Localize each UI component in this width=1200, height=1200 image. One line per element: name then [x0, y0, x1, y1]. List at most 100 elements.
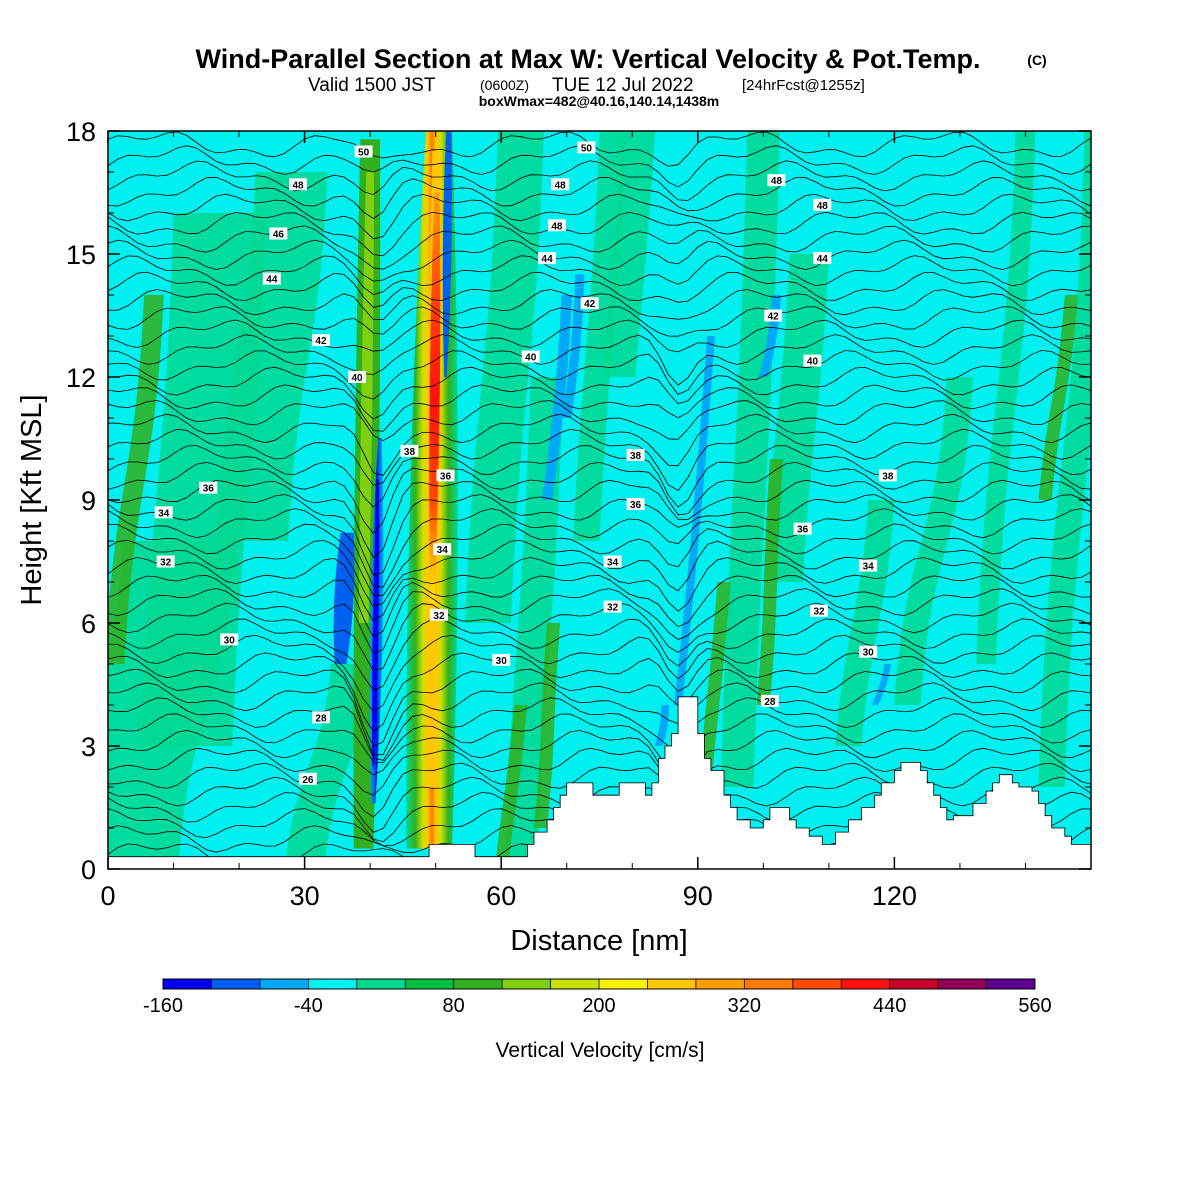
- contour-label-32: 30: [220, 633, 239, 646]
- contour-label-8: 44: [262, 272, 281, 286]
- contour-label-text: 32: [813, 607, 825, 618]
- contour-label-29: 32: [429, 608, 448, 622]
- contour-label-bg: [156, 555, 175, 568]
- contour-label-19: 38: [878, 469, 897, 482]
- contour-label-text: 44: [266, 275, 278, 286]
- weak-updraft-streak-10: [835, 500, 895, 746]
- colorbar-bin: [841, 979, 891, 989]
- colorbar-bin: [356, 979, 406, 989]
- colorbar-bin: [550, 979, 600, 989]
- contour-label-text: 38: [630, 451, 642, 462]
- contour-label-text: 36: [440, 471, 452, 482]
- contour-label-37: 26: [298, 772, 317, 786]
- theta-contour-line-10: [108, 682, 1091, 756]
- contour-label-text: 30: [224, 635, 236, 646]
- contour-label-bg: [289, 178, 308, 191]
- theta-contour-line-21: [108, 508, 1091, 588]
- weak-updraft-streak-6: [573, 131, 626, 541]
- contour-label-text: 42: [584, 299, 596, 310]
- chart-title: Wind-Parallel Section at Max W: Vertical…: [196, 44, 981, 74]
- contour-label-text: 50: [581, 143, 593, 154]
- terrain: [108, 696, 1091, 869]
- weak-downdraft-streak-5: [654, 705, 670, 746]
- theta-contour-line-19: [108, 539, 1091, 607]
- weak-downdraft-streak-4: [871, 664, 892, 705]
- theta-contour-line-26: [108, 428, 1091, 492]
- contour-label-text: 44: [817, 254, 829, 265]
- contour-label-18: 38: [626, 448, 645, 462]
- theta-contour-line-34: [108, 306, 1091, 337]
- contour-label-17: 38: [400, 444, 419, 458]
- contour-label-21: 36: [436, 469, 455, 482]
- theta-contour-line-17: [108, 574, 1091, 638]
- weak-updraft-streak-1: [140, 213, 266, 746]
- contour-label-4: 48: [767, 174, 786, 187]
- contour-label-20: 36: [199, 481, 218, 495]
- contour-label-36: 28: [760, 694, 779, 708]
- theta-contour-line-32: [108, 334, 1091, 386]
- contour-label-bg: [760, 694, 779, 707]
- contour-label-bg: [547, 219, 566, 232]
- contour-label-text: 30: [496, 656, 508, 667]
- contour-label-23: 36: [793, 522, 812, 536]
- colorbar-bin: [502, 979, 552, 989]
- contour-label-10: 44: [813, 252, 832, 265]
- theta-contour-line-37: [108, 255, 1091, 296]
- theta-contour-line-6: [108, 747, 1091, 803]
- theta-contour-line-9: [108, 697, 1091, 761]
- contour-label-26: 34: [603, 555, 622, 569]
- contour-label-text: 48: [551, 221, 563, 232]
- contour-label-text: 30: [863, 648, 875, 659]
- theta-contour-line-38: [108, 239, 1091, 282]
- contour-label-bg: [429, 608, 448, 621]
- contour-label-25: 34: [433, 543, 452, 556]
- y-tick-label: 15: [66, 240, 96, 270]
- colorbar-bin: [453, 979, 503, 989]
- colorbar-tick-label: 440: [873, 995, 906, 1017]
- contour-label-15: 40: [521, 350, 540, 364]
- colorbar-bin: [744, 979, 794, 989]
- colorbar-tick-label: 80: [443, 995, 465, 1017]
- colorbar-bin: [308, 979, 358, 989]
- theta-contour-line-36: [108, 271, 1091, 308]
- contour-label-24: 34: [154, 506, 173, 519]
- chart-subtitle: Valid 1500 JST (0600Z) TUE 12 Jul 2022 […: [308, 75, 865, 96]
- contour-label-bg: [580, 297, 599, 310]
- x-tick-label: 90: [683, 881, 713, 911]
- subtitle-date: TUE 12 Jul 2022: [552, 75, 694, 96]
- colorbar-bin: [792, 979, 842, 989]
- colorbar-bin: [211, 979, 261, 989]
- contour-label-bg: [767, 174, 786, 187]
- contour-label-text: 48: [292, 180, 304, 191]
- theta-contour-line-22: [108, 494, 1091, 576]
- contour-label-bg: [803, 354, 822, 367]
- contour-label-3: 48: [551, 178, 570, 191]
- contour-label-bg: [262, 272, 281, 285]
- weak-updraft-streak-18: [1038, 295, 1078, 500]
- colorbar-bin: [647, 979, 697, 989]
- contour-label-33: 30: [492, 653, 511, 667]
- contour-label-text: 26: [302, 775, 314, 786]
- contour-label-text: 28: [315, 713, 327, 724]
- contour-label-bg: [400, 444, 419, 457]
- contour-label-bg: [269, 227, 288, 240]
- contour-label-bg: [492, 653, 511, 666]
- contour-label-bg: [626, 448, 645, 461]
- colorbar-bin: [259, 979, 309, 989]
- contour-label-text: 50: [358, 148, 370, 159]
- colorbar-title: Vertical Velocity [cm/s]: [496, 1039, 705, 1062]
- subtitle-utc-time: (0600Z): [480, 77, 529, 93]
- theta-contour-line-30: [108, 366, 1091, 420]
- y-tick-label: 18: [66, 117, 96, 147]
- downdraft-main-core: [372, 479, 380, 767]
- colorbar: -160 -40 80 200 320 440 560: [143, 978, 1052, 1017]
- theta-contour-line-28: [108, 400, 1091, 442]
- contour-label-text: 40: [807, 357, 819, 368]
- subtitle-valid-time: Valid 1500 JST: [308, 75, 436, 96]
- contour-label-text: 38: [404, 447, 416, 458]
- chart-subtitle-2: boxWmax=482@40.16,140.14,1438m: [479, 93, 720, 109]
- colorbar-bin: [695, 979, 745, 989]
- contour-label-bg: [538, 252, 557, 265]
- colorbar-bin: [889, 979, 939, 989]
